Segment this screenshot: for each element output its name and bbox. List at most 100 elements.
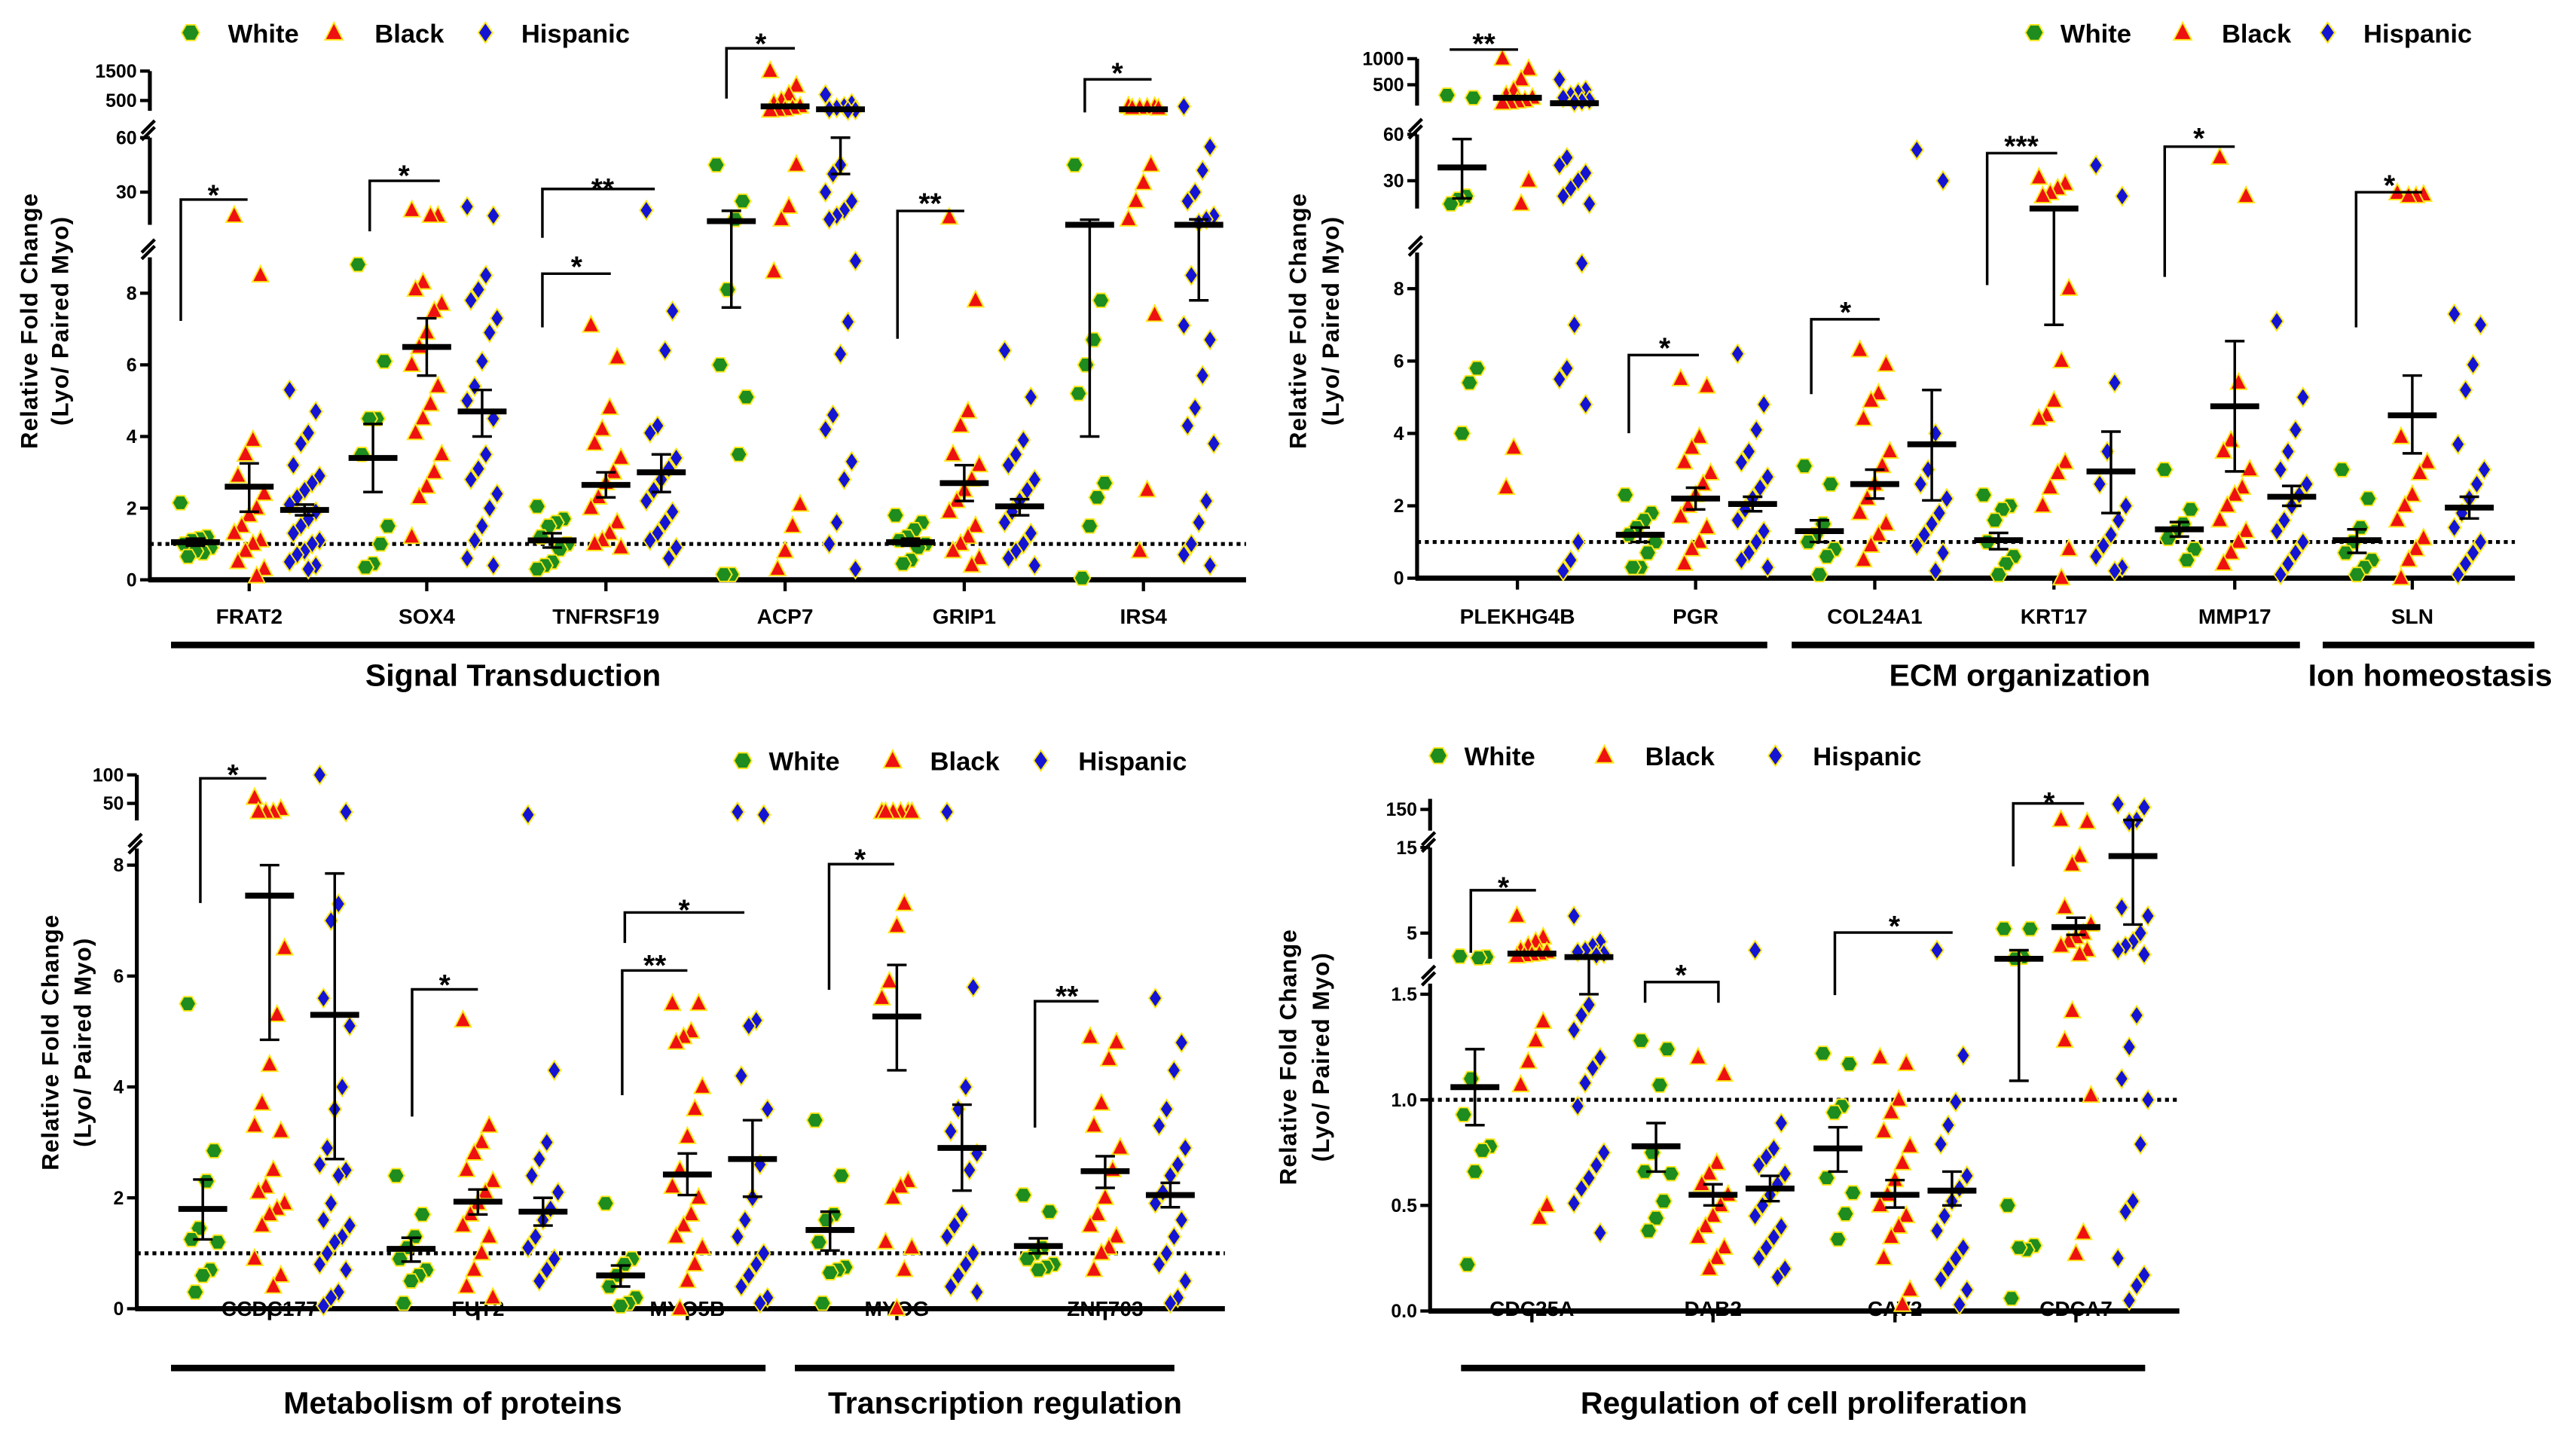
data-point-hispanic (1760, 465, 1776, 488)
data-point-white (729, 447, 748, 462)
data-point-white (413, 1207, 432, 1222)
data-point-black (245, 1114, 264, 1134)
axis-break-mark (1407, 118, 1423, 133)
data-point-black (245, 1247, 264, 1266)
data-point-white (1639, 545, 1657, 561)
significance-label: ** (643, 950, 667, 982)
gene-group-frat2: FRAT2 (171, 204, 329, 628)
data-point-black (1870, 1194, 1890, 1213)
data-point-hispanic (2137, 1264, 2152, 1287)
data-point-hispanic (1766, 1226, 1782, 1248)
data-point-white (1473, 1143, 1492, 1158)
data-point-black (2399, 548, 2418, 568)
significance-label: * (1889, 911, 1901, 943)
data-point-hispanic (546, 1247, 562, 1270)
data-point-black (2391, 426, 2411, 444)
data-point-hispanic (2296, 531, 2311, 553)
significance-bracket (541, 272, 611, 328)
data-point-white (1799, 534, 1817, 550)
data-point-white (179, 996, 197, 1012)
data-point-hispanic (323, 1192, 339, 1214)
data-point-black (2055, 1029, 2074, 1049)
data-point-white (1014, 1187, 1033, 1203)
data-point-white (1654, 1193, 1673, 1210)
data-point-black (1529, 1207, 1549, 1226)
data-point-black (1141, 154, 1161, 172)
data-point-black (432, 292, 451, 312)
data-point-hispanic (1560, 357, 1575, 380)
data-point-black (2217, 494, 2237, 514)
gene-label: CDC25A (1489, 1297, 1574, 1320)
data-point-hispanic (1556, 185, 1571, 207)
data-point-hispanic (528, 1226, 543, 1248)
data-point-white (2009, 1240, 2028, 1256)
data-point-black (1511, 1073, 1530, 1093)
data-point-black (764, 261, 784, 279)
data-point-hispanic (467, 530, 482, 551)
data-point-black (225, 522, 244, 541)
data-point-white (379, 518, 397, 534)
data-point-black (2399, 185, 2418, 204)
gene-group-plekhg4b: PLEKHG4B (1437, 47, 1599, 628)
data-point-hispanic (316, 1295, 331, 1317)
data-point-hispanic (643, 422, 658, 444)
data-point-black (1697, 516, 1716, 535)
data-point-hispanic (1929, 939, 1945, 961)
y-tick-label: 60 (1383, 124, 1404, 145)
gene-label: DAB2 (1685, 1297, 1742, 1320)
data-point-hispanic (848, 558, 863, 580)
data-point-black (483, 1287, 503, 1305)
data-point-hispanic (2110, 793, 2126, 815)
data-point-black (887, 1297, 906, 1317)
category-label: Metabolism of proteins (283, 1386, 622, 1421)
data-point-white (2181, 501, 2200, 517)
data-point-black (692, 1236, 712, 1256)
y-tick-label: 5 (1407, 923, 1417, 944)
data-point-black (760, 60, 780, 78)
y-axis-label-sub: (Lyo/ Paired Myo) (70, 938, 96, 1147)
data-point-black (667, 1226, 686, 1244)
data-point-hispanic (969, 1281, 985, 1303)
data-point-hispanic (961, 1159, 977, 1181)
data-point-hispanic (2299, 473, 2314, 495)
data-point-black (247, 565, 267, 584)
data-point-white (1095, 475, 1114, 491)
data-point-hispanic (1948, 1247, 1963, 1269)
data-point-hispanic (1574, 1177, 1589, 1200)
data-point-hispanic (1770, 1266, 1786, 1288)
data-point-white (1662, 1165, 1680, 1182)
data-point-white (1639, 1222, 1658, 1239)
data-point-hispanic (308, 400, 324, 423)
gene-label: ZNF703 (1067, 1297, 1143, 1320)
data-point-black (2051, 350, 2071, 368)
data-point-hispanic (2288, 542, 2303, 564)
significance-label: ** (591, 173, 615, 206)
y-tick-label: 30 (1383, 171, 1404, 192)
data-point-black (771, 208, 791, 227)
data-point-hispanic (1578, 393, 1593, 416)
data-point-hispanic (1773, 1112, 1789, 1134)
data-point-white (1077, 357, 1095, 373)
data-point-hispanic (463, 469, 478, 490)
data-point-white (402, 1273, 420, 1289)
data-point-black (1492, 47, 1512, 66)
data-point-hispanic (2269, 310, 2284, 332)
data-point-hispanic (1159, 1098, 1175, 1120)
data-point-white (1454, 1106, 1473, 1123)
data-point-hispanic (668, 536, 684, 559)
gene-group-cav2: CAV2 (1813, 939, 1977, 1323)
data-point-hispanic (1952, 1293, 1967, 1316)
data-point-black (581, 314, 600, 333)
data-point-white (371, 536, 390, 552)
data-point-hispanic (460, 389, 475, 412)
data-point-hispanic (467, 375, 482, 398)
data-point-black (588, 486, 608, 505)
data-point-hispanic (460, 196, 475, 218)
data-point-hispanic (639, 490, 654, 512)
data-point-white (390, 1250, 409, 1267)
data-point-hispanic (2465, 353, 2481, 376)
data-point-black (1084, 1259, 1104, 1277)
data-point-black (663, 992, 682, 1012)
data-point-black (402, 353, 421, 372)
data-point-hispanic (1956, 1237, 1971, 1259)
